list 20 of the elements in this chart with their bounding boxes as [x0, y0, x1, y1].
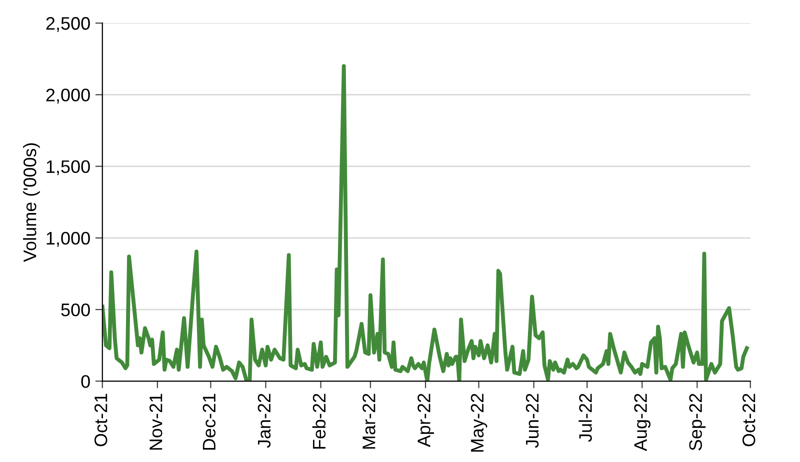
- x-tick-label: Feb-22: [312, 394, 326, 449]
- x-tick-label: Sep-22: [689, 394, 706, 450]
- x-tick-label: Oct-22: [742, 394, 756, 446]
- x-tick-label: Nov-21: [149, 394, 162, 450]
- x-tick-label: Mar-22: [362, 394, 376, 449]
- y-tick-label: 2,500: [46, 17, 90, 32]
- y-tick-label: 2,000: [46, 88, 90, 104]
- x-tick-label: Apr-22: [418, 394, 434, 448]
- x-tick-label: Dec-21: [202, 394, 216, 450]
- x-tick-label: Jul-22: [578, 394, 592, 442]
- x-tick-label: Jun-22: [526, 394, 539, 448]
- y-tick-label: 0: [81, 375, 90, 388]
- y-tick-label: 500: [61, 303, 90, 316]
- x-tick-label: May-22: [470, 394, 488, 452]
- x-tick-label: Oct-21: [94, 394, 108, 446]
- y-axis-title: Volume ('000s): [23, 143, 40, 262]
- x-tick-label: Jan-22: [258, 394, 271, 448]
- y-tick-label: 1,500: [46, 160, 90, 176]
- y-tick-label: 1,000: [46, 232, 90, 247]
- x-tick-label: Aug-22: [634, 394, 651, 452]
